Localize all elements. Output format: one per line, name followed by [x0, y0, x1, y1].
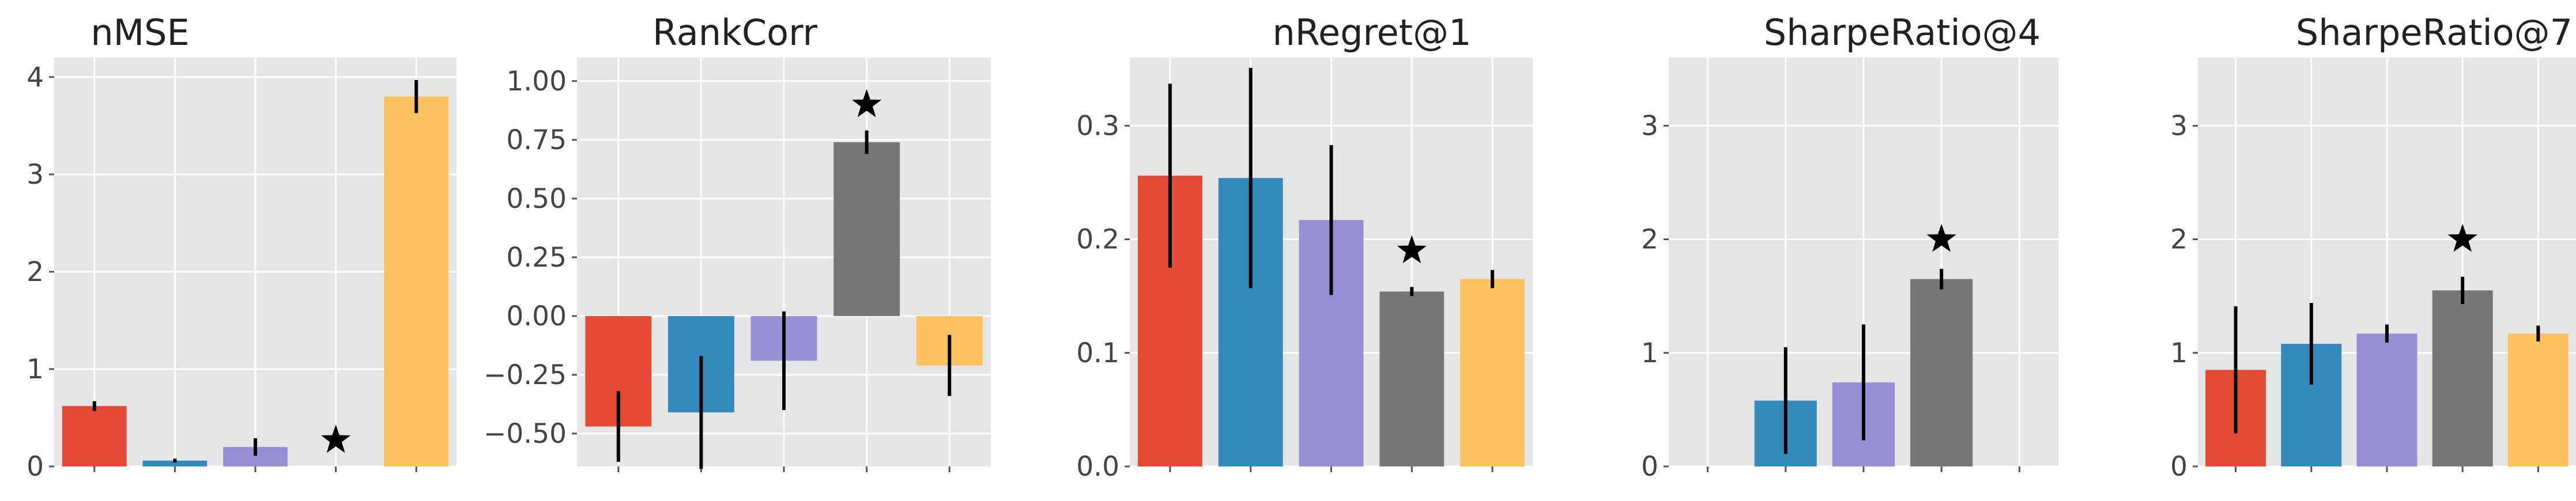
y-tick-label: 1	[2170, 337, 2187, 369]
best-marker-star	[320, 424, 351, 453]
y-tick-label: 0.1	[1076, 337, 1119, 369]
panel-title: nRegret@1	[1272, 12, 1471, 54]
y-tick-label: 0.75	[506, 124, 567, 156]
y-tick-label: 2	[27, 256, 44, 288]
y-tick-label: 0.25	[506, 242, 567, 274]
y-tick-label: 3	[27, 159, 44, 191]
bar	[1460, 279, 1525, 466]
best-marker-star	[1926, 223, 1956, 252]
y-tick-label: 0	[1641, 451, 1658, 483]
y-tick-label: 0	[27, 451, 44, 483]
panel-title: nMSE	[90, 12, 189, 54]
y-tick-label: −0.25	[484, 359, 567, 391]
y-tick-label: 1	[1641, 337, 1658, 369]
y-tick-label: 0.50	[506, 183, 567, 215]
panel-title: RankCorr	[653, 12, 818, 54]
bar	[2432, 290, 2493, 466]
bar	[384, 96, 449, 467]
best-marker-star	[1397, 235, 1427, 264]
bar	[2356, 333, 2417, 466]
bar	[833, 142, 900, 316]
y-tick-label: 0.2	[1076, 224, 1119, 256]
y-tick-label: 0.0	[1076, 451, 1119, 483]
y-tick-label: 3	[1641, 110, 1658, 142]
y-tick-label: 0.00	[506, 301, 567, 332]
panel-nmse: nMSE 0 1 2 3 4	[27, 12, 457, 483]
panel-rankcorr: RankCorr −0.50 −0.25 0.00 0.25 0.50 0.75 1.00	[484, 12, 991, 472]
y-tick-label: 0.3	[1076, 110, 1119, 142]
bar	[1379, 291, 1444, 466]
panel-nregret-at-1: nRegret@1 0.0 0.1 0.2 0.3	[1076, 12, 1533, 483]
y-tick-label: 3	[2170, 110, 2187, 142]
y-tick-label: −0.50	[484, 418, 567, 450]
y-tick-label: 2	[1641, 224, 1658, 256]
y-tick-label: 0	[2170, 451, 2187, 483]
y-tick-label: 1.00	[506, 66, 567, 97]
bar	[142, 460, 208, 466]
y-tick-label: 1	[27, 354, 44, 385]
panel-title: SharpeRatio@4	[1764, 12, 2041, 54]
bar	[2507, 333, 2569, 466]
best-marker-star	[851, 89, 882, 117]
panel-title: SharpeRatio@7	[2296, 12, 2573, 54]
y-tick-label: 4	[27, 62, 44, 93]
bar	[1910, 279, 1973, 466]
bar	[62, 406, 127, 466]
panel-sharperatio-at-4: SharpeRatio@4 0 1 2 3	[1641, 12, 2058, 483]
panel-sharperatio-at-7: SharpeRatio@7 0 1 2 3	[2170, 12, 2576, 483]
best-marker-star	[2447, 223, 2477, 252]
y-tick-label: 2	[2170, 224, 2187, 256]
